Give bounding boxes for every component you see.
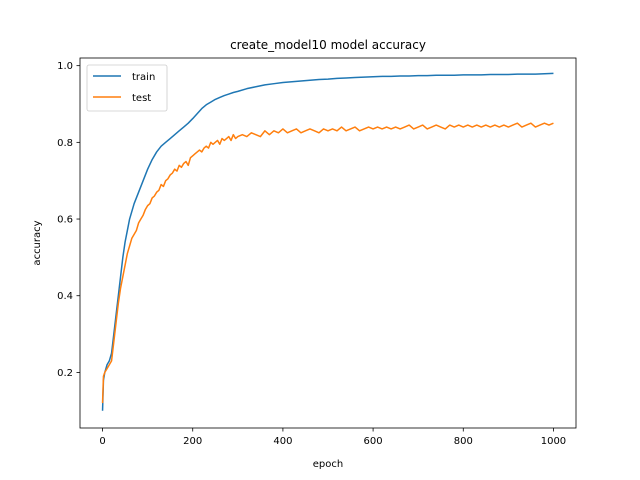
y-axis-ticks: 0.2 0.4 0.6 0.8 1.0 [57,61,80,379]
y-axis-label: accuracy [32,220,43,265]
x-axis-ticks: 0 200 400 600 800 1000 [99,428,566,447]
y-tick-label: 0.6 [57,215,73,226]
y-tick-label: 0.4 [57,291,73,302]
series-line-test [101,122,554,404]
legend-label-train: train [132,72,155,83]
x-tick-label: 400 [273,436,292,447]
legend: train test [86,64,168,112]
y-tick-label: 1.0 [57,61,73,72]
x-tick-label: 200 [183,436,202,447]
series-layer [101,72,554,411]
chart-title: create_model10 model accuracy [230,38,426,52]
x-tick-label: 800 [454,436,473,447]
legend-label-test: test [132,93,151,104]
x-tick-label: 1000 [541,436,566,447]
series-line-train [101,72,554,411]
y-tick-label: 0.2 [57,368,73,379]
x-axis-label: epoch [313,459,343,470]
plot-area [79,57,577,429]
x-tick-label: 0 [99,436,105,447]
y-tick-label: 0.8 [57,138,73,149]
axes-frame [79,57,577,429]
x-tick-label: 600 [364,436,383,447]
